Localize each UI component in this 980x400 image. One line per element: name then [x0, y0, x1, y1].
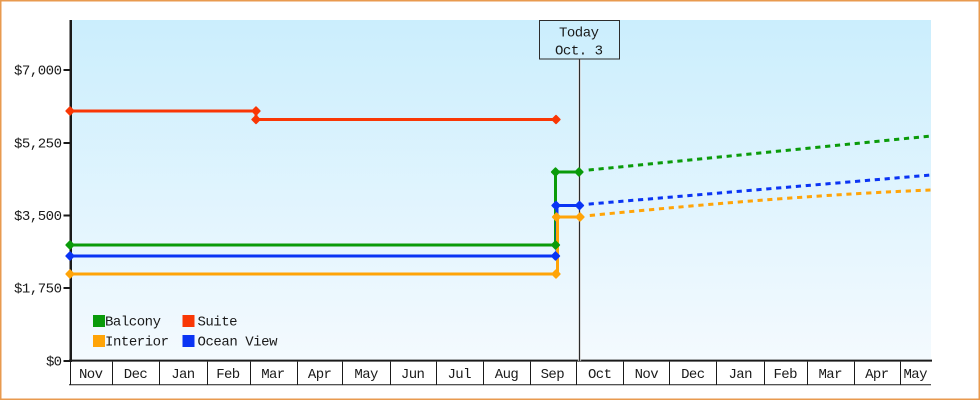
svg-text:Mar: Mar — [819, 367, 843, 383]
svg-text:Oct: Oct — [588, 367, 612, 383]
svg-text:Oct. 3: Oct. 3 — [555, 44, 603, 60]
svg-text:$3,500: $3,500 — [14, 209, 62, 225]
svg-text:Jan: Jan — [729, 367, 753, 383]
svg-text:Today: Today — [559, 26, 599, 42]
svg-text:Dec: Dec — [124, 367, 148, 383]
svg-text:Suite: Suite — [198, 315, 238, 331]
svg-text:Nov: Nov — [79, 367, 103, 383]
svg-text:Nov: Nov — [635, 367, 659, 383]
svg-text:Mar: Mar — [261, 367, 285, 383]
svg-text:$1,750: $1,750 — [14, 282, 62, 298]
svg-text:Aug: Aug — [495, 367, 519, 383]
svg-text:Dec: Dec — [681, 367, 705, 383]
svg-text:$0: $0 — [46, 355, 62, 371]
svg-text:Jun: Jun — [401, 367, 425, 383]
svg-text:Balcony: Balcony — [105, 315, 161, 331]
svg-text:Feb: Feb — [216, 367, 240, 383]
svg-text:Sep: Sep — [541, 367, 565, 383]
svg-text:Jul: Jul — [448, 367, 472, 383]
svg-text:Jan: Jan — [171, 367, 195, 383]
svg-text:$7,000: $7,000 — [14, 64, 62, 80]
svg-text:$5,250: $5,250 — [14, 137, 62, 153]
svg-text:May: May — [354, 367, 378, 383]
svg-text:Interior: Interior — [105, 335, 169, 351]
svg-text:Ocean View: Ocean View — [198, 335, 279, 351]
svg-text:Apr: Apr — [308, 367, 332, 383]
svg-text:Apr: Apr — [865, 367, 889, 383]
svg-text:Feb: Feb — [774, 367, 798, 383]
svg-text:May: May — [904, 367, 928, 383]
